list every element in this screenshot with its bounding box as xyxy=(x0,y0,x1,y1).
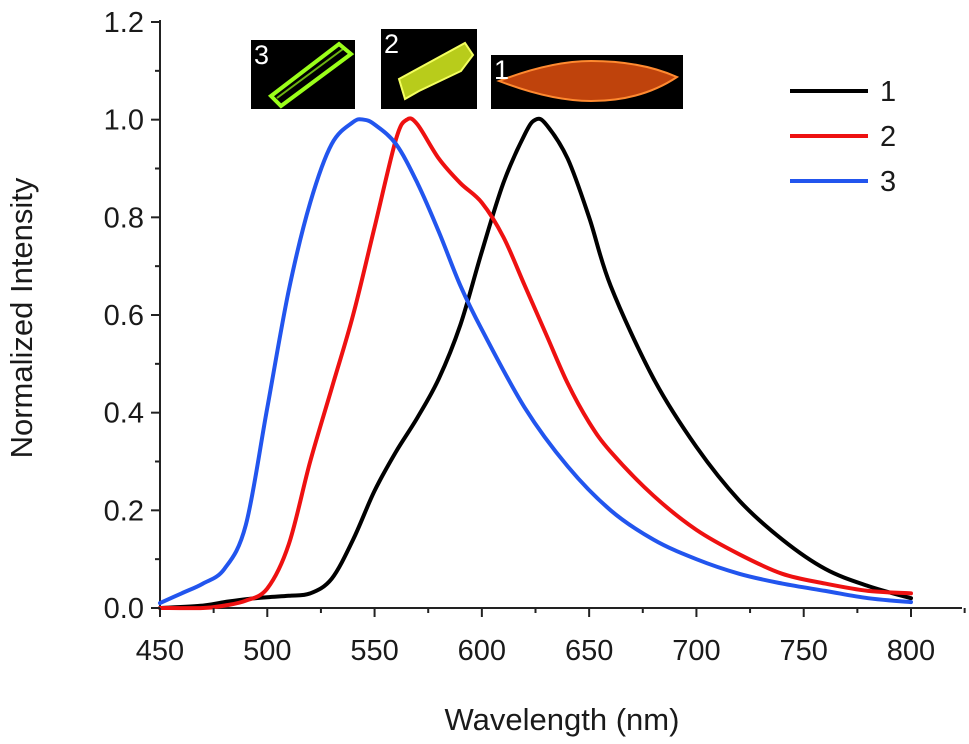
y-axis-ticks: 0.0 0.2 0.4 0.6 0.8 1.0 1.2 xyxy=(104,7,160,625)
crystal-insets: 3 2 1 xyxy=(251,29,683,109)
y-tick-label: 0.8 xyxy=(104,202,144,234)
crystal-needle-shape xyxy=(496,59,680,103)
crystal-rod-edge xyxy=(276,48,344,99)
legend: 1 2 3 xyxy=(790,76,896,198)
y-axis-title: Normalized Intensity xyxy=(4,177,39,458)
inset-label-3: 3 xyxy=(254,40,269,70)
crystal-rod-shape xyxy=(267,41,355,109)
legend-label-2: 2 xyxy=(880,121,896,153)
inset-photo-1: 1 xyxy=(491,55,683,109)
spectra-curves xyxy=(158,116,913,611)
legend-label-1: 1 xyxy=(880,76,896,108)
x-tick-label: 750 xyxy=(780,635,828,667)
x-tick-label: 700 xyxy=(672,635,720,667)
inset-photo-3: 3 xyxy=(251,40,355,109)
inset-background xyxy=(251,40,355,109)
inset-label-1: 1 xyxy=(494,55,509,85)
x-tick-label: 500 xyxy=(243,635,291,667)
inset-photo-2: 2 xyxy=(381,29,477,109)
x-tick-label: 600 xyxy=(458,635,506,667)
x-axis-title: Wavelength (nm) xyxy=(445,702,680,737)
crystal-plate-shape xyxy=(397,41,475,101)
y-tick-label: 0.0 xyxy=(104,593,144,625)
series-1-line xyxy=(158,116,913,610)
y-tick-label: 0.2 xyxy=(104,495,144,527)
x-axis-ticks: 450 500 550 600 650 700 750 800 xyxy=(136,608,966,667)
series-2-line xyxy=(158,116,913,611)
x-tick-label: 650 xyxy=(565,635,613,667)
y-tick-label: 1.0 xyxy=(104,105,144,137)
inset-label-2: 2 xyxy=(384,29,399,59)
x-tick-label: 550 xyxy=(350,635,398,667)
y-tick-label: 0.4 xyxy=(104,398,144,430)
x-tick-label: 450 xyxy=(136,635,184,667)
series-3-line xyxy=(158,117,913,606)
y-tick-label: 0.6 xyxy=(104,300,144,332)
x-tick-label: 800 xyxy=(887,635,935,667)
y-tick-label: 1.2 xyxy=(104,7,144,39)
legend-label-3: 3 xyxy=(880,166,896,198)
